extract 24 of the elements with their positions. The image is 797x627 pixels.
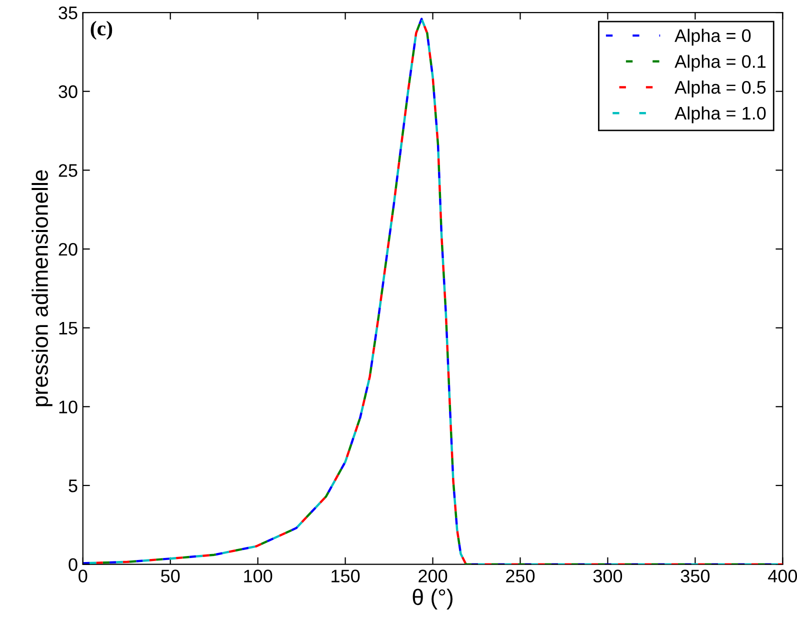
legend-label: Alpha = 0: [674, 28, 751, 46]
x-tick-label: 50: [161, 570, 180, 582]
y-tick-label: 5: [68, 480, 78, 492]
legend-label: Alpha = 1.0: [674, 106, 766, 124]
x-tick-label: 0: [78, 570, 88, 582]
x-axis-title: θ (°): [412, 588, 453, 610]
x-tick-label: 150: [332, 570, 360, 582]
x-tick-label: 300: [593, 570, 622, 582]
y-tick-label: 25: [58, 164, 78, 177]
legend-label: Alpha = 0.1: [674, 54, 766, 72]
y-tick-label: 30: [58, 85, 78, 98]
y-tick-label: 0: [68, 558, 78, 572]
legend-label: Alpha = 0.5: [674, 80, 766, 98]
y-tick-label: 15: [59, 322, 78, 335]
y-tick-label: 10: [59, 400, 78, 414]
x-tick-label: 400: [768, 570, 797, 582]
y-tick-label: 35: [58, 6, 78, 20]
x-tick-label: 350: [680, 570, 710, 582]
annotation: (c): [90, 20, 112, 40]
y-tick-label: 20: [58, 242, 78, 256]
y-axis-title: pression adimensionelle: [32, 170, 52, 406]
x-tick-label: 250: [506, 570, 535, 582]
x-tick-label: 200: [418, 570, 448, 582]
x-tick-label: 100: [244, 570, 272, 582]
